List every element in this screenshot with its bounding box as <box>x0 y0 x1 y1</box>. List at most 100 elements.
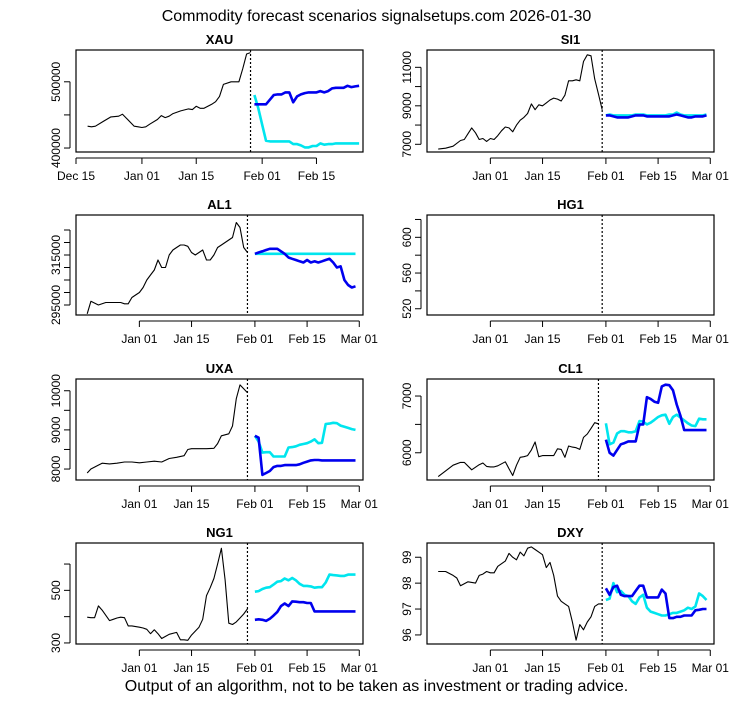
series-history-line <box>87 547 248 641</box>
y-tick-label: 98 <box>400 576 414 590</box>
x-tick-label: Jan 01 <box>124 169 160 183</box>
x-tick-label: Mar 01 <box>692 169 730 183</box>
x-tick-label: Jan 15 <box>174 332 210 346</box>
x-tick-label: Jan 01 <box>472 169 508 183</box>
y-tick-label: 500000 <box>49 61 63 101</box>
panel-title: CL1 <box>558 361 583 376</box>
plot-frame <box>75 214 364 316</box>
x-tick-label: Feb 15 <box>639 169 677 183</box>
x-tick-label: Dec 15 <box>57 169 95 183</box>
y-tick-label: 10000 <box>49 374 63 408</box>
x-tick-label: Feb 15 <box>298 169 336 183</box>
x-tick-label: Jan 01 <box>121 497 157 511</box>
series-history-line <box>86 221 248 314</box>
panel-ng1: NG1 Jan 01 Jan 15 Feb 01 Feb 15 Mar 01 300 500 <box>49 525 378 675</box>
series-scenario_b-line <box>253 94 360 149</box>
x-tick-label: Jan 15 <box>525 661 561 675</box>
panel-title: AL1 <box>207 197 232 212</box>
series-scenario_a-line <box>604 383 707 457</box>
y-tick-label: 600 <box>400 227 414 247</box>
x-tick-label: Jan 01 <box>472 497 508 511</box>
x-tick-label: Jan 15 <box>525 332 561 346</box>
panel-xau: XAU Dec 15 Jan 01 Jan 15 Feb 01 Feb 15 400000 5… <box>49 32 364 183</box>
series-history-line <box>86 384 248 474</box>
series-scenario_b-line <box>604 413 707 446</box>
panel-title: UXA <box>206 361 234 376</box>
y-tick-label: 11000 <box>400 51 414 84</box>
series-scenario_b-line <box>605 111 707 117</box>
series-scenario_a-line <box>254 247 356 289</box>
series-history-line <box>87 52 251 129</box>
series-scenario_a-line <box>254 434 356 477</box>
panel-title: SI1 <box>561 32 581 47</box>
panel-title: DXY <box>557 525 584 540</box>
x-tick-label: Mar 01 <box>692 497 730 511</box>
x-tick-label: Jan 01 <box>472 661 508 675</box>
x-tick-label: Feb 01 <box>587 169 625 183</box>
series-scenario_a-line <box>605 113 707 119</box>
panel-si1: SI1 Jan 01 Jan 15 Feb 01 Feb 15 Mar 01 7000 900… <box>400 32 729 183</box>
panel-dxy: DXY Jan 01 Jan 15 Feb 01 Feb 15 Mar 01 96 97 98 9… <box>400 525 729 675</box>
x-tick-label: Jan 15 <box>525 497 561 511</box>
x-tick-label: Feb 01 <box>236 661 274 675</box>
series-scenario_a-line <box>604 584 707 620</box>
series-history-line <box>438 54 603 150</box>
series-history-line <box>437 422 599 478</box>
x-tick-label: Feb 01 <box>243 169 281 183</box>
y-tick-label: 315000 <box>49 235 63 275</box>
series-scenario_b-line <box>605 581 708 617</box>
x-tick-label: Feb 01 <box>236 332 274 346</box>
y-tick-label: 520 <box>400 298 414 318</box>
x-tick-label: Jan 01 <box>121 661 157 675</box>
series-scenario_b-line <box>254 573 356 593</box>
plot-frame <box>426 542 715 645</box>
series-scenario_b-line <box>253 421 356 458</box>
plot-frame <box>426 214 715 316</box>
x-tick-label: Feb 15 <box>639 332 677 346</box>
plot-frame <box>426 378 715 481</box>
x-tick-label: Feb 15 <box>639 497 677 511</box>
x-tick-label: Jan 01 <box>472 332 508 346</box>
y-tick-label: 9000 <box>400 92 414 119</box>
y-tick-label: 400000 <box>49 128 63 168</box>
x-tick-label: Mar 01 <box>341 661 379 675</box>
x-tick-label: Jan 01 <box>121 332 157 346</box>
panel-uxa: UXA Jan 01 Jan 15 Feb 01 Feb 15 Mar 01 8000 900… <box>49 361 378 511</box>
plot-frame <box>75 378 364 481</box>
y-tick-label: 7000 <box>400 382 414 409</box>
panel-hg1: HG1 Jan 01 Jan 15 Feb 01 Feb 15 Mar 01 520 560 6… <box>400 197 730 346</box>
x-tick-label: Mar 01 <box>341 497 379 511</box>
x-tick-label: Jan 15 <box>174 661 210 675</box>
x-tick-label: Feb 01 <box>587 332 625 346</box>
panel-title: XAU <box>206 32 233 47</box>
y-tick-label: 96 <box>400 628 414 642</box>
x-tick-label: Mar 01 <box>692 661 730 675</box>
y-tick-label: 99 <box>400 550 414 564</box>
series-scenario_a-line <box>254 84 360 106</box>
panel-al1: AL1 Jan 01 Jan 15 Feb 01 Feb 15 Mar 01 295000 3… <box>49 197 378 346</box>
y-tick-label: 500 <box>49 580 63 600</box>
panel-cl1: CL1 Jan 01 Jan 15 Feb 01 Feb 15 Mar 01 6000 700… <box>400 361 729 511</box>
disclaimer-footer: Output of an algorithm, not to be taken … <box>124 678 629 695</box>
y-tick-label: 9000 <box>49 416 63 443</box>
series-scenario_a-line <box>254 600 356 623</box>
x-tick-label: Jan 15 <box>525 169 561 183</box>
x-tick-label: Mar 01 <box>341 332 379 346</box>
y-tick-label: 295000 <box>49 285 63 325</box>
panel-title: HG1 <box>557 197 584 212</box>
x-tick-label: Feb 01 <box>587 661 625 675</box>
x-tick-label: Mar 01 <box>692 332 730 346</box>
x-tick-label: Jan 15 <box>178 169 214 183</box>
plot-frame <box>75 49 364 153</box>
y-tick-label: 560 <box>400 263 414 283</box>
x-tick-label: Feb 15 <box>639 661 677 675</box>
plot-frame <box>75 542 364 645</box>
x-tick-label: Feb 15 <box>288 497 326 511</box>
y-tick-label: 7000 <box>400 131 414 158</box>
y-tick-label: 8000 <box>49 455 63 482</box>
x-tick-label: Feb 15 <box>288 661 326 675</box>
series-history-line <box>438 546 603 641</box>
x-tick-label: Feb 01 <box>236 497 274 511</box>
plot-frame <box>426 49 715 153</box>
